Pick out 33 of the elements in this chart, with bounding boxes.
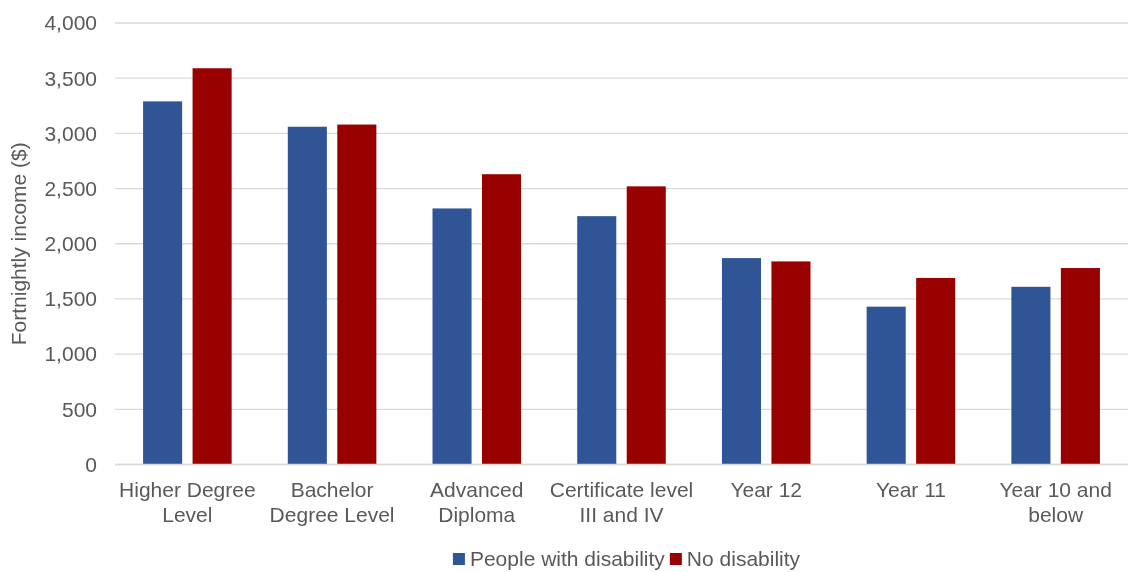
legend-label: No disability xyxy=(686,547,801,570)
x-tick-label: Certificate level III and IV xyxy=(549,478,694,526)
bar xyxy=(771,261,811,465)
y-tick-label: 2,500 xyxy=(44,176,97,200)
bar xyxy=(482,174,522,465)
bar xyxy=(337,124,377,465)
x-tick-label: Bachelor Degree Level xyxy=(269,478,395,526)
y-tick-label: 4,000 xyxy=(44,11,97,35)
bar xyxy=(626,186,666,465)
bar xyxy=(577,216,617,465)
bar xyxy=(432,208,472,465)
bar xyxy=(866,306,906,465)
y-tick-label: 500 xyxy=(61,397,97,421)
bar xyxy=(287,126,327,465)
x-tick-label: Year 10 and below xyxy=(999,478,1112,526)
bar xyxy=(916,277,956,465)
bar xyxy=(192,68,232,465)
y-tick-label: 3,000 xyxy=(44,121,97,145)
y-tick-label: 1,500 xyxy=(44,287,97,311)
bar xyxy=(143,101,183,465)
bar xyxy=(1011,286,1051,465)
legend-label: People with disability xyxy=(469,547,666,570)
y-axis-title: Fortnightly income ($) xyxy=(7,142,30,346)
y-tick-label: 3,500 xyxy=(44,66,97,90)
bar xyxy=(721,258,761,465)
bar xyxy=(1060,268,1100,465)
x-tick-label: Year 11 xyxy=(875,478,946,501)
y-tick-label: 1,000 xyxy=(44,342,97,366)
y-tick-label: 0 xyxy=(85,452,97,476)
x-tick-label: Advanced Diploma xyxy=(430,478,524,526)
x-tick-label: Year 12 xyxy=(730,478,803,501)
x-tick-label: Higher Degree Level xyxy=(119,478,256,526)
y-tick-label: 2,000 xyxy=(44,232,97,256)
